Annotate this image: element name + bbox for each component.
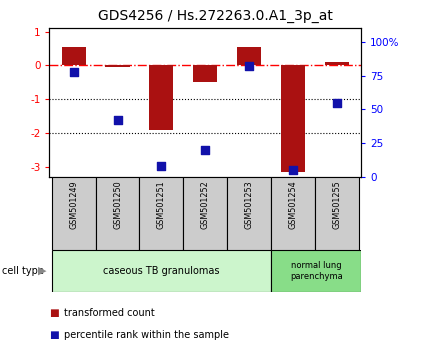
Bar bbox=[52, 177, 95, 250]
Bar bbox=[271, 250, 361, 292]
Point bbox=[70, 69, 77, 74]
Bar bbox=[105, 65, 129, 67]
Bar bbox=[315, 177, 359, 250]
Text: GSM501252: GSM501252 bbox=[201, 180, 210, 229]
Bar bbox=[61, 47, 86, 65]
Bar bbox=[227, 177, 271, 250]
Bar bbox=[281, 65, 305, 172]
Bar bbox=[149, 65, 173, 130]
Point bbox=[290, 167, 297, 173]
Text: ■: ■ bbox=[49, 330, 59, 339]
Text: GSM501255: GSM501255 bbox=[332, 180, 341, 229]
Text: percentile rank within the sample: percentile rank within the sample bbox=[64, 330, 229, 339]
Text: GSM501254: GSM501254 bbox=[289, 180, 298, 229]
Text: caseous TB granulomas: caseous TB granulomas bbox=[103, 266, 220, 276]
Text: cell type: cell type bbox=[2, 266, 44, 276]
Text: GSM501250: GSM501250 bbox=[113, 180, 122, 229]
Text: ■: ■ bbox=[49, 308, 59, 318]
Text: ▶: ▶ bbox=[38, 266, 46, 276]
Text: normal lung
parenchyma: normal lung parenchyma bbox=[290, 261, 343, 280]
Text: GSM501249: GSM501249 bbox=[69, 180, 78, 229]
Bar bbox=[183, 177, 227, 250]
Bar bbox=[325, 62, 349, 65]
Bar bbox=[271, 177, 315, 250]
Point bbox=[334, 100, 341, 105]
Bar bbox=[139, 177, 183, 250]
Bar bbox=[193, 65, 218, 82]
Point bbox=[114, 118, 121, 123]
Point bbox=[158, 163, 165, 169]
Point bbox=[246, 63, 253, 69]
Bar bbox=[237, 47, 261, 65]
Text: GSM501251: GSM501251 bbox=[157, 180, 166, 229]
Text: GDS4256 / Hs.272263.0.A1_3p_at: GDS4256 / Hs.272263.0.A1_3p_at bbox=[98, 9, 332, 23]
Text: GSM501253: GSM501253 bbox=[245, 180, 254, 229]
Bar bbox=[52, 250, 271, 292]
Point bbox=[202, 147, 209, 153]
Text: transformed count: transformed count bbox=[64, 308, 154, 318]
Bar bbox=[95, 177, 139, 250]
